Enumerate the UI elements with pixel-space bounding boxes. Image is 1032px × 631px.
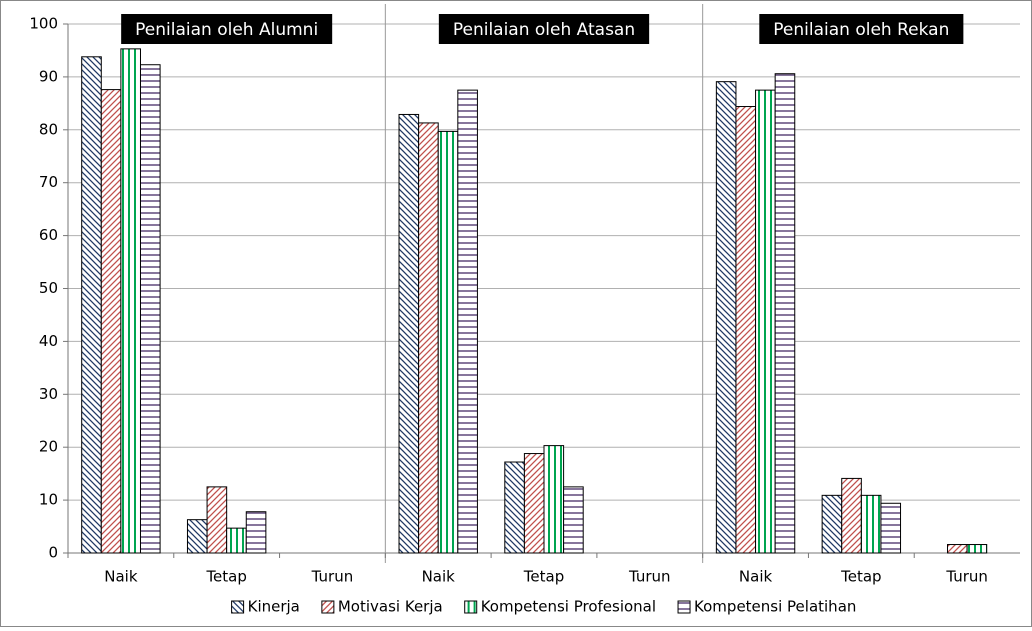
- x-tick-label: Tetap: [840, 568, 881, 586]
- y-tick-label: 20: [39, 438, 58, 456]
- bar: [966, 544, 988, 554]
- bar: [139, 64, 161, 554]
- y-tick-label: 80: [39, 120, 58, 138]
- bar: [245, 511, 267, 554]
- bar: [860, 494, 882, 554]
- x-tick-label: Tetap: [523, 568, 564, 586]
- panel-title-box: [438, 14, 650, 44]
- bar: [880, 502, 902, 554]
- panel-title: Penilaian oleh Alumni: [135, 20, 318, 40]
- y-tick-label: 100: [29, 15, 58, 33]
- panel-title-box: [759, 14, 964, 44]
- panel-title: Penilaian oleh Atasan: [453, 20, 635, 40]
- legend-swatch: [464, 600, 478, 614]
- panel-title-box: [121, 14, 333, 44]
- bar: [120, 48, 141, 554]
- bar: [437, 130, 459, 554]
- y-tick-label: 0: [48, 544, 58, 562]
- y-tick-label: 30: [39, 385, 58, 403]
- bar: [100, 89, 122, 554]
- x-tick-label: Naik: [422, 568, 456, 586]
- legend-swatch: [231, 600, 245, 614]
- y-tick-label: 70: [39, 173, 58, 191]
- legend-label: Kompetensi Profesional: [481, 598, 656, 616]
- y-tick-label: 10: [39, 491, 58, 509]
- x-tick-label: Naik: [739, 568, 773, 586]
- bar: [563, 486, 584, 554]
- bar: [947, 544, 968, 554]
- legend-swatch: [677, 600, 691, 614]
- legend-label: Kinerja: [248, 598, 300, 616]
- x-tick-label: Turun: [945, 568, 988, 586]
- bar: [226, 527, 247, 554]
- bar: [186, 519, 208, 554]
- y-tick-label: 50: [39, 279, 58, 297]
- bar: [774, 73, 796, 554]
- bar: [523, 453, 545, 554]
- bar: [841, 477, 862, 554]
- y-tick-label: 60: [39, 226, 58, 244]
- bar: [81, 56, 102, 554]
- legend-label: Motivasi Kerja: [338, 598, 443, 616]
- bar: [821, 494, 843, 554]
- legend-swatch: [321, 600, 335, 614]
- x-tick-label: Turun: [311, 568, 354, 586]
- bar: [735, 106, 757, 554]
- bar: [206, 486, 228, 554]
- bar: [715, 81, 737, 554]
- bar: [543, 445, 565, 554]
- bar: [418, 122, 439, 554]
- bar: [457, 89, 478, 554]
- bar: [398, 113, 420, 554]
- y-tick-label: 40: [39, 332, 58, 350]
- x-tick-label: Turun: [628, 568, 671, 586]
- bar: [504, 461, 525, 554]
- x-tick-label: Tetap: [205, 568, 246, 586]
- y-tick-label: 90: [39, 67, 58, 85]
- panel-title: Penilaian oleh Rekan: [773, 20, 949, 40]
- x-tick-label: Naik: [104, 568, 138, 586]
- legend: Kinerja Motivasi Kerja Kompetensi Profesio…: [231, 598, 856, 616]
- legend-label: Kompetensi Pelatihan: [694, 598, 856, 616]
- bar: [755, 89, 776, 554]
